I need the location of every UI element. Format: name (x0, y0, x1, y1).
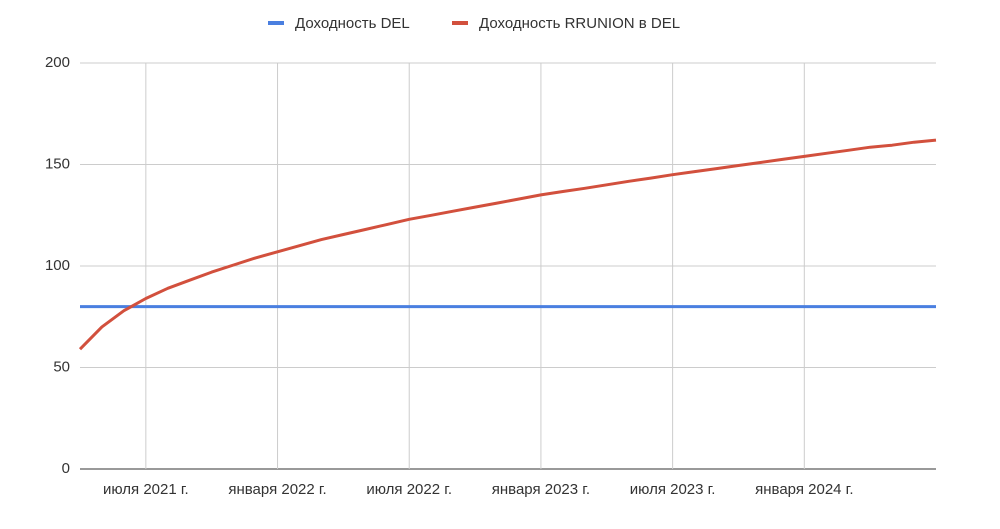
x-tick-label: января 2022 г. (228, 481, 326, 498)
y-tick-label: 200 (45, 54, 70, 71)
y-tick-label: 100 (45, 257, 70, 274)
legend-label: Доходность RRUNION в DEL (479, 15, 680, 32)
y-tick-label: 0 (62, 460, 70, 477)
x-tick-label: июля 2021 г. (103, 481, 189, 498)
x-tick-label: января 2023 г. (492, 481, 590, 498)
legend-swatch (268, 21, 284, 25)
line-series (78, 138, 937, 351)
x-tick-label: января 2024 г. (755, 481, 853, 498)
y-tick-label: 50 (53, 358, 70, 375)
legend-label: Доходность DEL (295, 15, 410, 32)
y-tick-label: 150 (45, 155, 70, 172)
x-tick-label: июля 2023 г. (630, 481, 716, 498)
legend-swatch (452, 21, 468, 25)
x-tick-label: июля 2022 г. (366, 481, 452, 498)
